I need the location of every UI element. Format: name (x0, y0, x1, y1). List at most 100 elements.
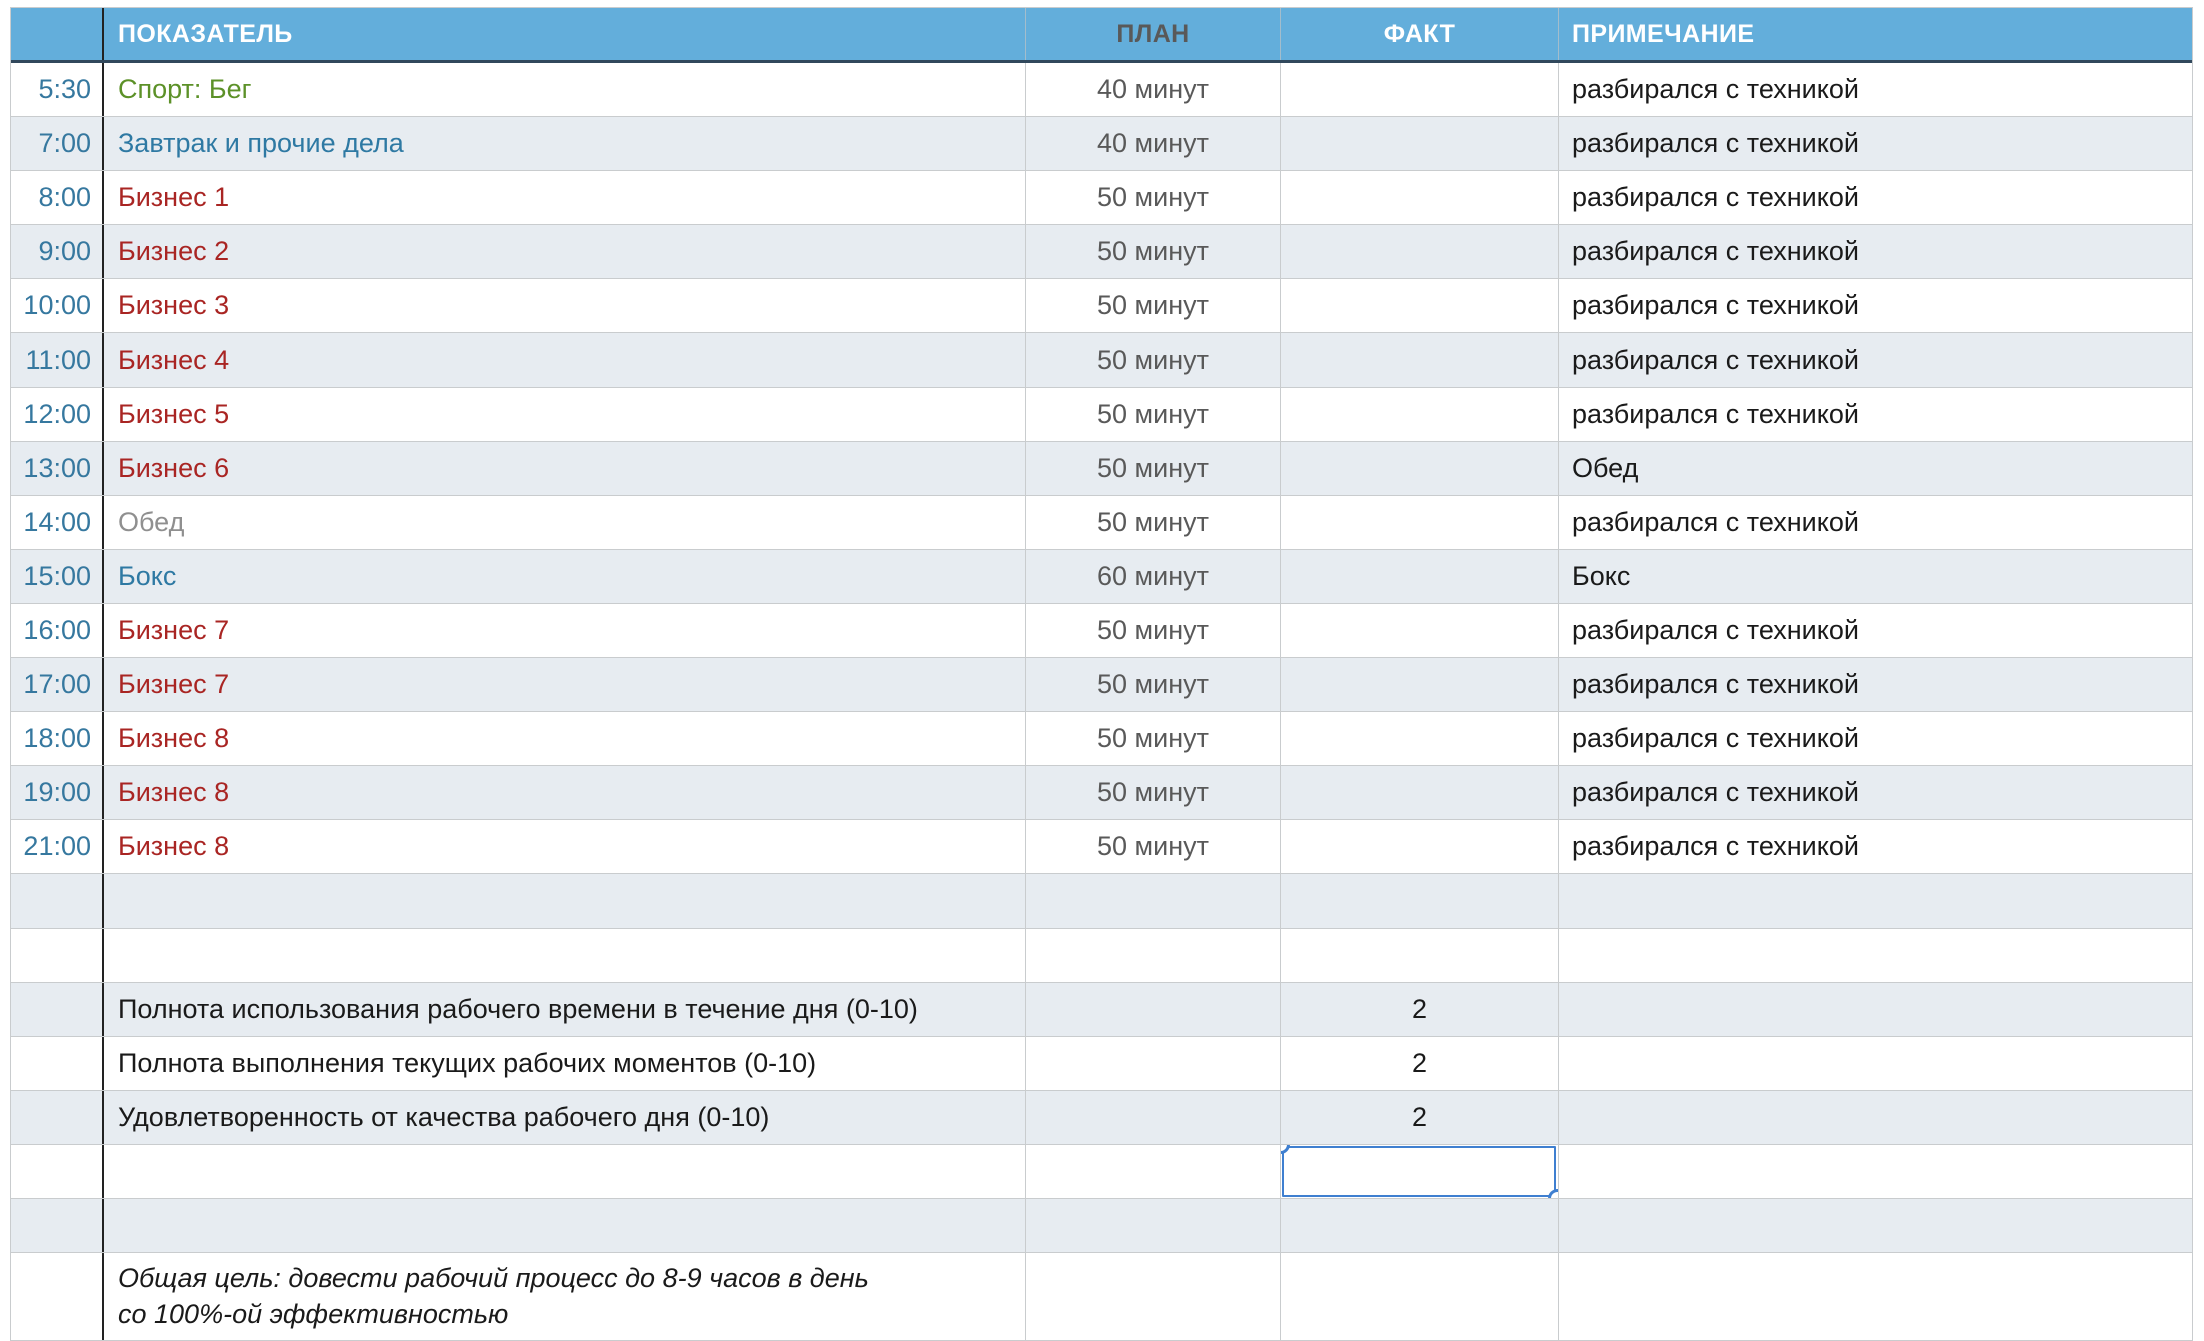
indicator-cell[interactable]: Бизнес 5 (104, 387, 1026, 441)
fact-cell[interactable] (1281, 928, 1559, 982)
indicator-cell[interactable]: Бизнес 6 (104, 441, 1026, 495)
plan-cell[interactable] (1026, 1036, 1281, 1090)
plan-cell[interactable]: 50 минут (1026, 333, 1281, 387)
plan-cell[interactable]: 60 минут (1026, 549, 1281, 603)
fact-cell[interactable]: 2 (1281, 982, 1559, 1036)
indicator-cell[interactable]: Бизнес 4 (104, 333, 1026, 387)
plan-cell[interactable]: 50 минут (1026, 495, 1281, 549)
plan-cell[interactable] (1026, 1198, 1281, 1253)
indicator-cell[interactable] (104, 874, 1026, 928)
fact-cell[interactable]: 2 (1281, 1090, 1559, 1144)
indicator-cell[interactable]: Бизнес 7 (104, 658, 1026, 712)
selection-handle-bottom-right[interactable] (1548, 1188, 1558, 1198)
note-cell[interactable] (1559, 1037, 2192, 1090)
indicator-cell[interactable]: Бокс (104, 549, 1026, 603)
note-cell[interactable] (1559, 983, 2192, 1036)
time-cell[interactable]: 12:00 (11, 387, 104, 441)
plan-cell[interactable] (1026, 1253, 1281, 1341)
fact-cell[interactable] (1281, 1144, 1559, 1198)
time-cell[interactable]: 5:30 (11, 63, 104, 117)
fact-cell[interactable] (1281, 1198, 1559, 1253)
note-cell[interactable]: разбирался с техникой (1572, 398, 1859, 429)
note-cell[interactable]: разбирался с техникой (1572, 74, 1859, 105)
note-cell[interactable] (1559, 1091, 2192, 1144)
plan-cell[interactable]: 50 минут (1026, 279, 1281, 333)
plan-cell[interactable]: 50 минут (1026, 441, 1281, 495)
fact-cell[interactable] (1281, 603, 1559, 658)
fact-cell[interactable]: 2 (1281, 1036, 1559, 1090)
time-cell[interactable] (11, 1253, 104, 1341)
fact-cell[interactable] (1281, 279, 1559, 333)
indicator-cell[interactable]: Обед (104, 495, 1026, 549)
indicator-cell[interactable]: Удовлетворенность от качества рабочего д… (104, 1090, 1026, 1144)
plan-cell[interactable]: 50 минут (1026, 603, 1281, 658)
indicator-cell[interactable]: Спорт: Бег (104, 63, 1026, 117)
plan-cell[interactable] (1026, 928, 1281, 982)
time-cell[interactable]: 17:00 (11, 658, 104, 712)
plan-cell[interactable]: 50 минут (1026, 171, 1281, 225)
plan-cell[interactable]: 50 минут (1026, 225, 1281, 279)
plan-cell[interactable] (1026, 982, 1281, 1036)
fact-cell[interactable] (1281, 495, 1559, 549)
time-cell[interactable] (11, 874, 104, 928)
note-cell[interactable]: разбирался с техникой (1572, 777, 1859, 808)
plan-cell[interactable]: 50 минут (1026, 658, 1281, 712)
time-cell[interactable] (11, 1090, 104, 1144)
fact-cell[interactable] (1281, 766, 1559, 820)
time-cell[interactable] (11, 928, 104, 982)
plan-cell[interactable] (1026, 1090, 1281, 1144)
selection-handle-top-left[interactable] (1281, 1144, 1290, 1154)
plan-cell[interactable] (1026, 874, 1281, 928)
header-indicator[interactable]: ПОКАЗАТЕЛЬ (104, 8, 1026, 60)
indicator-cell[interactable]: Завтрак и прочие дела (104, 117, 1026, 171)
note-cell[interactable] (1559, 1199, 2192, 1252)
indicator-cell[interactable]: Бизнес 2 (104, 225, 1026, 279)
header-fact[interactable]: ФАКТ (1281, 8, 1559, 60)
fact-cell[interactable] (1281, 333, 1559, 387)
fact-cell[interactable] (1281, 549, 1559, 603)
time-cell[interactable] (11, 982, 104, 1036)
time-cell[interactable]: 14:00 (11, 495, 104, 549)
header-time-column[interactable] (11, 8, 104, 60)
fact-cell[interactable] (1281, 63, 1559, 117)
plan-cell[interactable] (1026, 1144, 1281, 1198)
plan-cell[interactable]: 50 минут (1026, 820, 1281, 874)
fact-cell[interactable] (1281, 387, 1559, 441)
fact-cell[interactable] (1281, 117, 1559, 171)
fact-cell[interactable] (1281, 1253, 1559, 1341)
time-cell[interactable] (11, 1036, 104, 1090)
time-cell[interactable] (11, 1198, 104, 1253)
plan-cell[interactable]: 50 минут (1026, 712, 1281, 766)
time-cell[interactable] (11, 1144, 104, 1198)
plan-cell[interactable]: 40 минут (1026, 63, 1281, 117)
time-cell[interactable]: 13:00 (11, 441, 104, 495)
plan-cell[interactable]: 50 минут (1026, 766, 1281, 820)
fact-cell[interactable] (1281, 658, 1559, 712)
time-cell[interactable]: 18:00 (11, 712, 104, 766)
indicator-cell[interactable]: Бизнес 7 (104, 603, 1026, 658)
note-cell[interactable]: Обед (1572, 452, 1639, 483)
selected-cell-outline[interactable] (1281, 1144, 1558, 1198)
indicator-cell[interactable] (104, 1144, 1026, 1198)
fact-cell[interactable] (1281, 225, 1559, 279)
time-cell[interactable]: 21:00 (11, 820, 104, 874)
time-cell[interactable]: 11:00 (11, 333, 104, 387)
fact-cell[interactable] (1281, 171, 1559, 225)
fact-cell[interactable] (1281, 441, 1559, 495)
note-cell[interactable]: разбирался с техникой (1572, 344, 1859, 375)
indicator-cell[interactable]: Бизнес 8 (104, 712, 1026, 766)
note-cell[interactable] (1559, 1253, 2192, 1340)
time-cell[interactable]: 10:00 (11, 279, 104, 333)
indicator-cell[interactable]: Бизнес 1 (104, 171, 1026, 225)
note-cell[interactable] (1559, 874, 2192, 927)
note-cell[interactable] (1559, 929, 2192, 982)
note-cell[interactable]: разбирался с техникой (1572, 831, 1859, 862)
header-note[interactable]: ПРИМЕЧАНИЕ (1572, 19, 1755, 48)
indicator-cell[interactable] (104, 1198, 1026, 1253)
time-cell[interactable]: 15:00 (11, 549, 104, 603)
plan-cell[interactable]: 50 минут (1026, 387, 1281, 441)
note-cell[interactable]: разбирался с техникой (1572, 506, 1859, 537)
time-cell[interactable]: 19:00 (11, 766, 104, 820)
plan-cell[interactable]: 40 минут (1026, 117, 1281, 171)
indicator-cell[interactable]: Бизнес 8 (104, 766, 1026, 820)
